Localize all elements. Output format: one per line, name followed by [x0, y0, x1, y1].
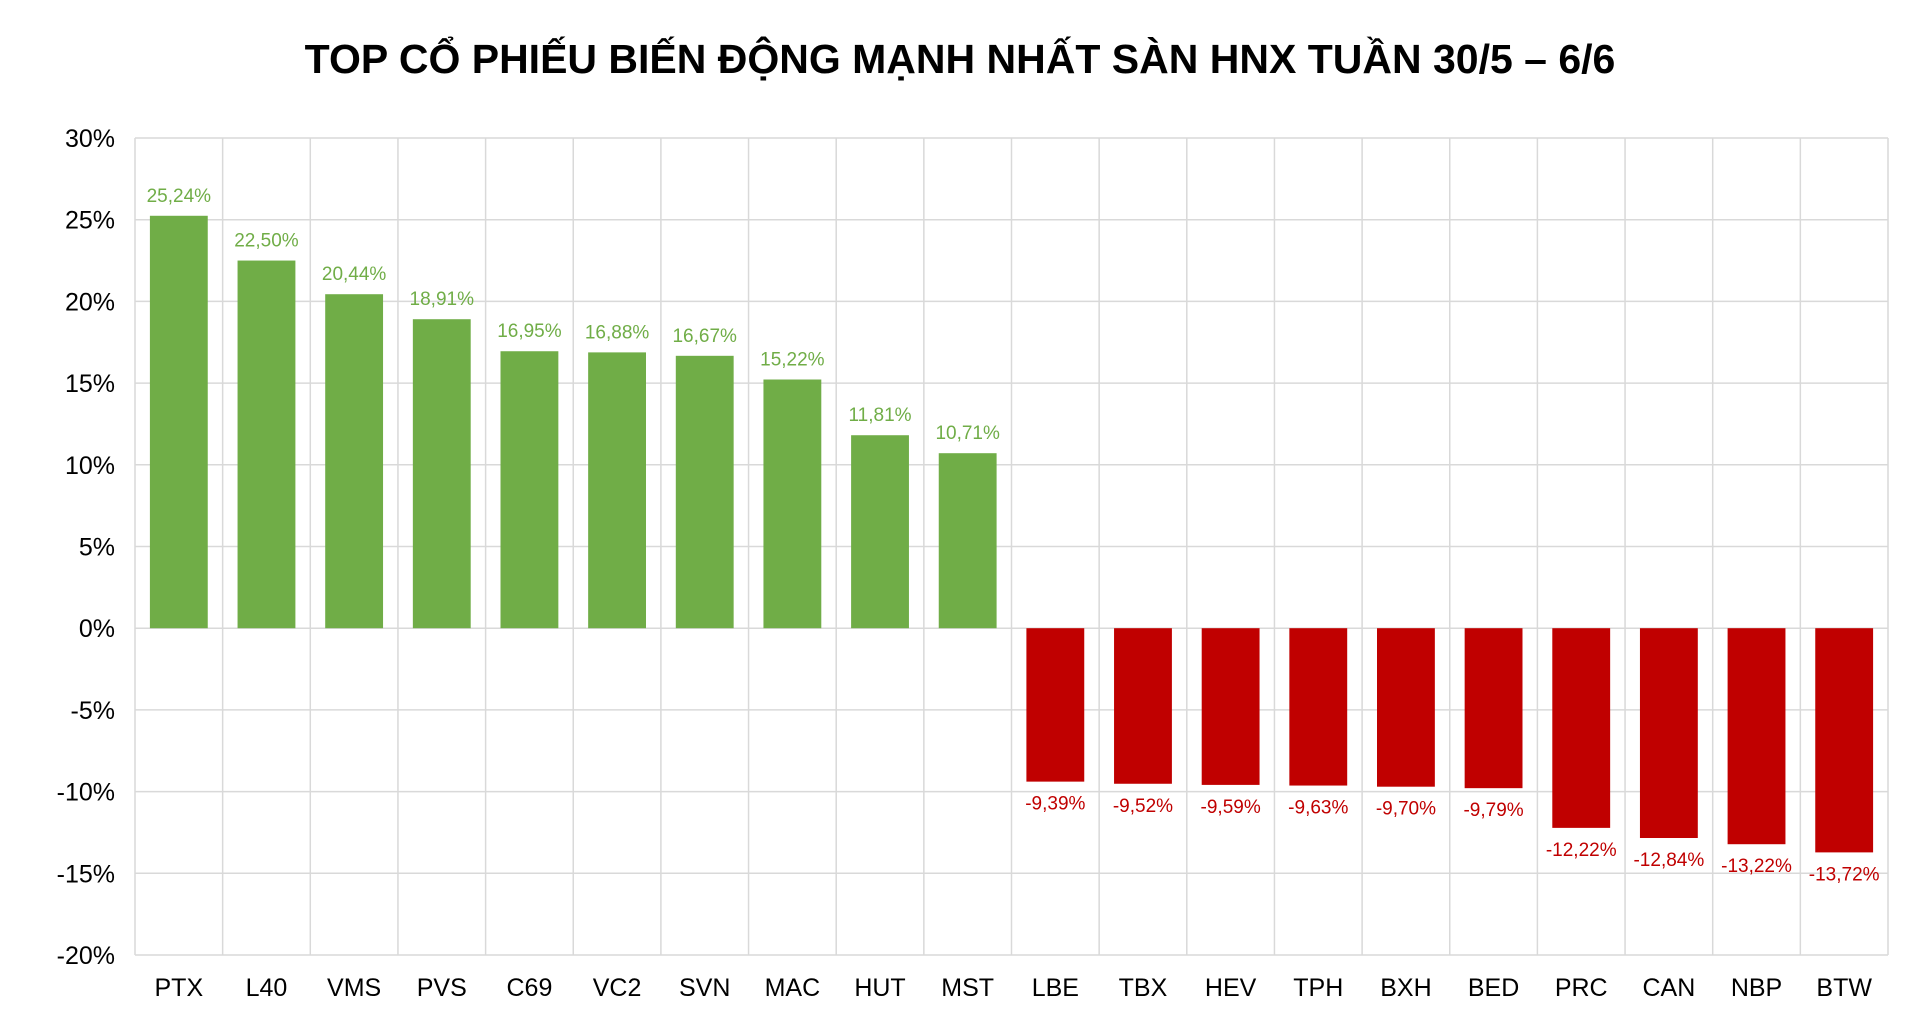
data-label: -9,70% — [1376, 799, 1436, 820]
y-tick-label: -10% — [57, 779, 115, 807]
x-tick-label: CAN — [1642, 974, 1695, 1002]
data-label: -9,52% — [1113, 796, 1173, 817]
data-label: 16,88% — [585, 322, 650, 343]
y-tick-label: -20% — [57, 942, 115, 970]
x-tick-label: MST — [941, 974, 994, 1002]
y-tick-label: 5% — [79, 534, 115, 562]
bar — [1114, 628, 1172, 784]
bar — [1289, 628, 1348, 786]
data-label: -12,84% — [1633, 850, 1704, 871]
bar — [325, 294, 384, 629]
data-label: 18,91% — [410, 289, 475, 310]
y-tick-label: 30% — [65, 125, 115, 153]
bar — [1464, 628, 1523, 789]
y-tick-label: 25% — [65, 207, 115, 235]
x-tick-label: L40 — [246, 974, 288, 1002]
x-tick-label: VMS — [327, 974, 381, 1002]
x-tick-label: C69 — [506, 974, 552, 1002]
y-tick-label: -5% — [71, 697, 115, 725]
data-label: -9,59% — [1201, 797, 1261, 818]
data-label: 16,95% — [497, 321, 562, 342]
data-label: -13,22% — [1721, 856, 1792, 877]
data-label: -9,79% — [1463, 800, 1523, 821]
data-label: 25,24% — [147, 186, 212, 207]
data-label: -13,72% — [1809, 864, 1880, 885]
bar — [412, 319, 471, 629]
data-label: 20,44% — [322, 264, 387, 285]
data-label: 22,50% — [234, 231, 299, 252]
x-tick-label: VC2 — [593, 974, 642, 1002]
x-tick-label: BXH — [1380, 974, 1431, 1002]
bar — [1639, 628, 1698, 839]
chart-title: TOP CỔ PHIẾU BIẾN ĐỘNG MẠNH NHẤT SÀN HNX… — [304, 36, 1616, 82]
bar — [851, 435, 909, 629]
x-tick-label: LBE — [1032, 974, 1079, 1002]
bar — [237, 260, 296, 629]
bar — [1815, 628, 1874, 853]
bar — [1026, 628, 1085, 782]
bar — [588, 352, 646, 629]
data-label: 15,22% — [760, 350, 825, 371]
bar — [149, 215, 208, 629]
data-label: 16,67% — [672, 326, 737, 347]
x-tick-label: TBX — [1119, 974, 1168, 1002]
x-tick-label: NBP — [1731, 974, 1782, 1002]
data-label: 11,81% — [849, 405, 912, 426]
x-tick-label: PRC — [1555, 974, 1608, 1002]
x-tick-label: BTW — [1816, 974, 1872, 1002]
x-tick-label: TPH — [1293, 974, 1343, 1002]
bar — [1727, 628, 1786, 845]
y-tick-label: 20% — [65, 288, 115, 316]
data-label: 10,71% — [935, 423, 1000, 444]
bar — [938, 453, 997, 629]
x-tick-label: MAC — [765, 974, 821, 1002]
x-tick-label: HUT — [854, 974, 905, 1002]
bar — [763, 379, 822, 629]
x-tick-label: SVN — [679, 974, 730, 1002]
data-label: -9,63% — [1288, 798, 1348, 819]
bar — [500, 351, 559, 629]
y-tick-label: 10% — [65, 452, 115, 480]
x-tick-label: HEV — [1205, 974, 1257, 1002]
x-tick-label: PVS — [417, 974, 467, 1002]
data-label: -12,22% — [1546, 840, 1617, 861]
data-label: -9,39% — [1025, 794, 1085, 815]
bar — [1377, 628, 1435, 787]
bar — [1552, 628, 1611, 828]
y-tick-label: -15% — [57, 860, 115, 888]
y-tick-label: 0% — [79, 615, 115, 643]
bar — [1201, 628, 1260, 785]
bar — [675, 355, 734, 629]
x-tick-label: PTX — [155, 974, 204, 1002]
x-tick-label: BED — [1468, 974, 1519, 1002]
y-tick-label: 15% — [65, 370, 115, 398]
